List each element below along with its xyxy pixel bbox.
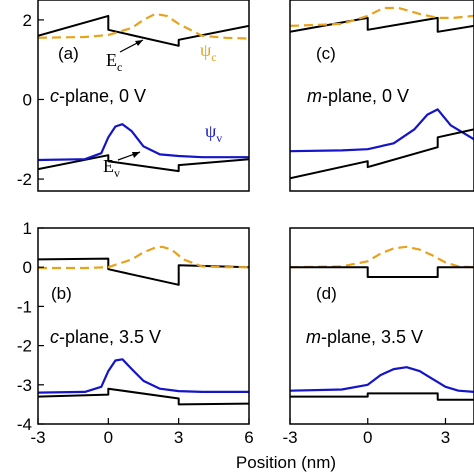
x-tick-label: 0	[363, 428, 372, 447]
series-a-Ec	[38, 14, 249, 47]
x-tick-label: -3	[30, 428, 45, 447]
y-tick-label: -3	[17, 376, 32, 395]
series-d-Ev	[290, 392, 474, 401]
panel-d-frame	[289, 227, 474, 425]
Ev-annotation: Ev	[103, 156, 120, 180]
Ec-arrowhead	[135, 40, 143, 46]
series-c-psi_v	[290, 108, 474, 153]
psi-v-annotation: ψv	[205, 121, 222, 145]
panel-b-label: (b)	[51, 284, 72, 303]
x-tick-label: -3	[282, 428, 297, 447]
series-c-psi_c	[290, 6, 474, 27]
series-b-Ec	[38, 257, 249, 286]
series-c-Ev	[290, 128, 474, 180]
panel-c: (c) m-plane, 0 V	[289, 0, 474, 192]
panel-c-frame	[289, 0, 474, 192]
panel-d-condition: m-plane, 3.5 V	[306, 327, 423, 347]
panel-c-condition: m-plane, 0 V	[307, 86, 409, 106]
series-a-psi_c	[38, 12, 249, 40]
y-tick-label: 0	[23, 90, 32, 109]
y-tick-label: -2	[17, 170, 32, 189]
y-tick-label: -2	[17, 337, 32, 356]
panel-a-frame	[37, 0, 250, 192]
panel-a-label: (a)	[58, 44, 79, 63]
y-tick-label: 0	[23, 258, 32, 277]
x-tick-label: 6	[244, 428, 253, 447]
panel-a-condition: c-plane, 0 V	[50, 86, 146, 106]
series-b-Ev	[38, 387, 249, 406]
Ec-annotation: Ec	[106, 50, 122, 74]
panel-c-label: (c)	[316, 44, 336, 63]
panel-b-condition: c-plane, 3.5 V	[50, 327, 161, 347]
Ev-arrowhead	[132, 152, 140, 158]
y-tick-label: -4	[17, 415, 32, 434]
series-d-psi_c	[290, 245, 474, 269]
psi-c-annotation: ψc	[200, 40, 217, 64]
series-a-Ev	[38, 154, 249, 173]
y-tick-label: 1	[23, 219, 32, 238]
x-tick-label: 0	[104, 428, 113, 447]
series-d-psi_v	[290, 366, 474, 393]
panel-d: (d) m-plane, 3.5 V -3 0 3	[282, 227, 474, 447]
y-tick-label: 2	[23, 11, 32, 30]
x-tick-label: 3	[174, 428, 183, 447]
panel-d-label: (d)	[316, 284, 337, 303]
series-a-psi_v	[38, 123, 249, 162]
panel-b: (b) c-plane, 3.5 V 10-1-2-3-4-3 0 3 6	[17, 219, 254, 447]
x-tick-label: 3	[441, 428, 450, 447]
y-tick-label: -1	[17, 297, 32, 316]
series-d-Ec	[290, 266, 474, 278]
series-b-psi_c	[38, 245, 249, 270]
x-axis-label: Position (nm)	[236, 453, 336, 472]
series-c-Ec	[290, 16, 474, 33]
panel-b-frame	[37, 227, 250, 425]
panel-a: (a) c-plane, 0 V Ec ψc ψv Ev 2 0 -2	[17, 0, 250, 192]
series-b-psi_v	[38, 358, 249, 394]
